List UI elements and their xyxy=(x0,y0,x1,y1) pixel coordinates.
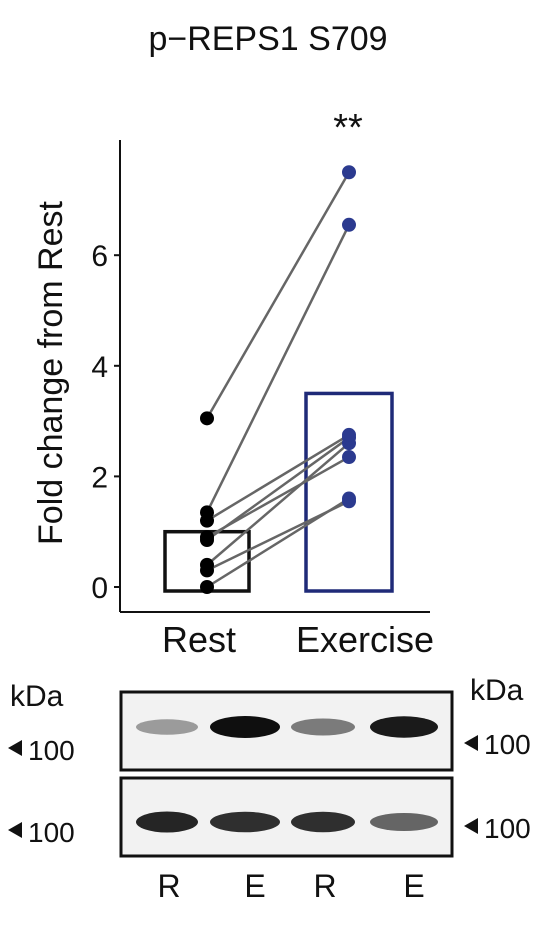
pair-line xyxy=(206,433,350,522)
lane-label: R xyxy=(157,868,180,904)
band-top-lane-3 xyxy=(291,718,355,736)
point-exercise xyxy=(342,427,356,442)
pair-line xyxy=(205,171,351,419)
pair-lines-layer xyxy=(205,171,351,589)
chart-title: p−REPS1 S709 xyxy=(148,20,387,58)
point-exercise xyxy=(342,217,356,232)
point-rest xyxy=(200,530,214,545)
point-rest xyxy=(200,505,214,520)
y-axis-label: Fold change from Rest xyxy=(32,200,70,544)
band-bottom-lane-3 xyxy=(291,811,355,833)
axes xyxy=(119,140,430,613)
y-tick-label: 0 xyxy=(91,572,108,605)
points-layer xyxy=(200,165,356,594)
pair-line xyxy=(206,500,350,572)
point-exercise xyxy=(342,494,356,509)
x-category-label: Rest xyxy=(162,619,236,660)
marker-left-bottom: 100 xyxy=(28,817,75,848)
pair-line xyxy=(206,455,350,539)
y-tick-label: 2 xyxy=(91,461,108,494)
band-bottom-lane-4 xyxy=(370,813,438,831)
point-exercise xyxy=(342,450,356,465)
lane-label: R xyxy=(313,868,336,904)
lane-label: E xyxy=(403,868,424,904)
western-blot: kDa kDa 100 100 100 100 R E R E xyxy=(8,674,531,904)
band-top-lane-4 xyxy=(370,716,438,738)
marker-left-top: 100 xyxy=(28,735,75,766)
significance-marker: ** xyxy=(333,107,363,149)
marker-arrow-left-top xyxy=(8,740,22,756)
marker-arrow-right-top xyxy=(464,735,478,751)
blot-bands xyxy=(136,716,438,833)
lane-label: E xyxy=(244,868,265,904)
y-ticks-layer: 0 2 4 6 xyxy=(91,240,120,605)
y-tick-label: 4 xyxy=(91,351,108,384)
band-top-lane-2 xyxy=(210,716,280,738)
kda-label-right: kDa xyxy=(470,674,524,707)
x-category-label: Exercise xyxy=(296,619,434,660)
kda-label-left: kDa xyxy=(10,680,64,713)
y-tick-label: 6 xyxy=(91,240,108,273)
marker-right-top: 100 xyxy=(484,729,531,760)
bars-layer xyxy=(163,391,394,593)
band-bottom-lane-2 xyxy=(210,811,280,833)
point-exercise xyxy=(342,165,356,180)
band-top-lane-1 xyxy=(136,719,198,735)
point-rest xyxy=(200,411,214,426)
pair-line xyxy=(206,442,350,566)
point-rest xyxy=(200,557,214,572)
marker-right-bottom: 100 xyxy=(484,813,531,844)
mean-bar-exercise xyxy=(304,391,394,593)
x-ticks-layer: Rest Exercise xyxy=(162,619,434,660)
pair-line xyxy=(205,224,351,513)
point-rest xyxy=(200,580,214,594)
band-bottom-lane-1 xyxy=(136,811,198,833)
marker-arrow-right-bottom xyxy=(464,818,478,834)
marker-arrow-left-bottom xyxy=(8,822,22,838)
